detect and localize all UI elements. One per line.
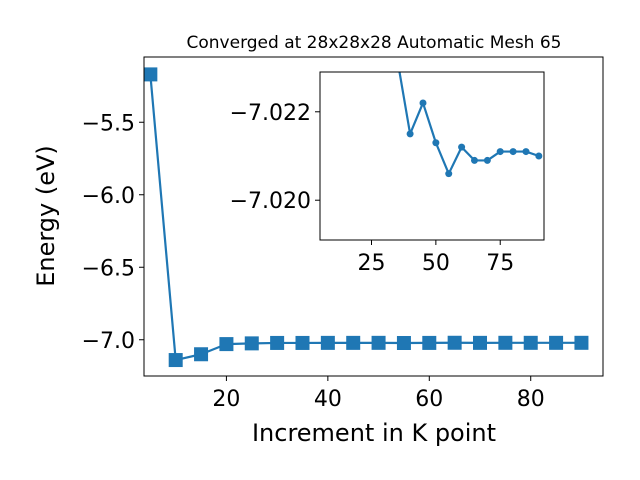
main-data-point (270, 335, 285, 350)
inset-plot-frame (319, 71, 545, 241)
main-data-point (194, 347, 209, 362)
inset-data-point (458, 143, 466, 151)
chart-title: Converged at 28x28x28 Automatic Mesh 65 (187, 33, 562, 53)
main-data-point (144, 67, 158, 82)
main-y-tick-label: −6.5 (82, 256, 135, 281)
inset-data-point (522, 148, 530, 156)
inset-data-point (406, 130, 414, 138)
main-x-tick-label: 40 (314, 387, 342, 412)
main-data-point (549, 335, 564, 350)
main-data-point (346, 335, 361, 350)
inset-background (320, 72, 544, 240)
main-y-tick-label: −5.5 (82, 111, 135, 136)
main-data-point (498, 335, 513, 350)
main-y-tick-label: −6.0 (82, 184, 135, 209)
main-x-tick-label: 80 (517, 387, 545, 412)
inset-x-tick-label: 50 (422, 251, 450, 276)
inset-data-point (432, 139, 440, 147)
main-data-point (574, 335, 589, 350)
inset-x-tick-label: 75 (486, 251, 514, 276)
inset-data-point (496, 148, 504, 156)
main-data-point (523, 335, 538, 350)
main-data-point (422, 335, 437, 350)
main-x-tick-label: 60 (415, 387, 443, 412)
main-data-point (244, 336, 259, 351)
main-plot-area: 20 40 60 80 −7.0 −6.5 −6.0 −5.5 Converged at 2… (32, 33, 604, 447)
main-y-tick-label: −7.0 (82, 329, 135, 354)
inset-y-tick-label: −7.022 (230, 101, 311, 126)
x-axis-label: Increment in K point (252, 419, 496, 447)
inset-data-point (445, 170, 453, 178)
inset-data-point (483, 156, 491, 164)
inset-data-point (535, 152, 543, 160)
main-data-point (447, 335, 462, 350)
inset-data-point (394, 55, 401, 62)
inset-x-tick-label: 25 (357, 251, 385, 276)
main-x-tick-label: 20 (212, 387, 240, 412)
inset-data-point (509, 148, 517, 156)
main-data-point (320, 335, 335, 350)
inset-data-point (419, 99, 427, 107)
y-axis-label: Energy (eV) (32, 145, 60, 287)
main-data-point (396, 335, 411, 350)
main-data-point (371, 335, 386, 350)
main-plot-frame (143, 56, 604, 377)
main-data-point (473, 335, 488, 350)
main-data-point (219, 337, 234, 352)
inset-plot-area: 25 50 75 −7.022 −7.020 (230, 55, 545, 276)
inset-y-tick-label: −7.020 (230, 189, 311, 214)
main-data-point (168, 353, 183, 368)
main-data-point (295, 335, 310, 350)
inset-data-point (470, 156, 478, 164)
